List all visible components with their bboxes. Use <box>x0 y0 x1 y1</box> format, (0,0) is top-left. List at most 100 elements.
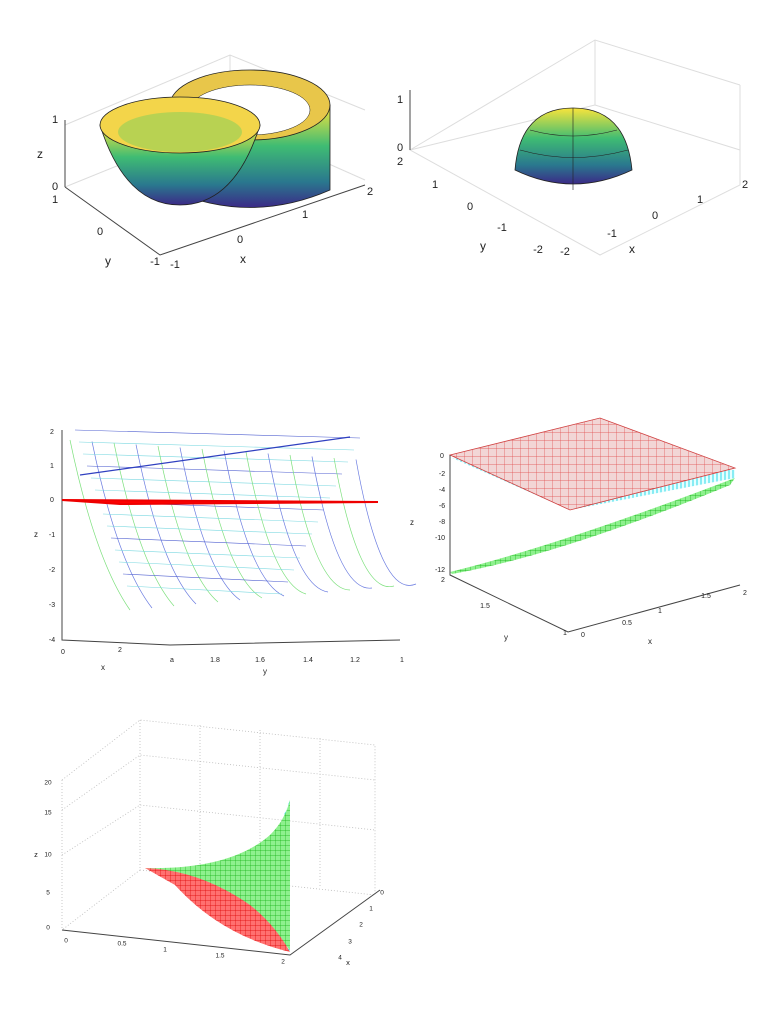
figure-2 <box>409 39 741 256</box>
wire-line <box>114 549 301 559</box>
tick-label: -2 <box>439 471 445 478</box>
tick-label: -2 <box>560 246 570 258</box>
tick-label: -6 <box>439 503 445 510</box>
tick-label: 1 <box>563 630 567 637</box>
wire-line <box>102 513 319 523</box>
wire-line <box>91 441 153 609</box>
tick-label: 0 <box>397 142 403 154</box>
wire-line <box>179 447 241 601</box>
tick-label: 2 <box>367 186 373 198</box>
tick-label: -1 <box>497 222 507 234</box>
box-grid <box>409 39 741 256</box>
axis-label: y <box>504 633 508 642</box>
zero-plane <box>61 499 379 506</box>
wire-line <box>82 453 349 463</box>
tick-label: -2 <box>49 567 55 574</box>
tick-label: 0 <box>581 632 585 639</box>
tick-label: 2 <box>441 577 445 584</box>
wire-line <box>118 561 295 571</box>
tick-label: 15 <box>44 810 52 817</box>
wire-line <box>86 465 343 475</box>
wire-line <box>113 442 175 607</box>
tick-label: 0 <box>52 181 58 193</box>
wire-line <box>90 477 337 487</box>
tick-label: 0 <box>61 649 65 656</box>
tick-label: 1 <box>52 114 58 126</box>
tick-label: 0 <box>237 234 243 246</box>
tick-label: 1 <box>369 906 373 913</box>
tick-label: 1.8 <box>210 657 220 664</box>
tick-label: -8 <box>439 519 445 526</box>
tick-label: 2 <box>742 179 748 191</box>
tick-label: 0.5 <box>622 620 632 627</box>
tick-label: -1 <box>170 259 180 271</box>
wire-line <box>126 585 283 595</box>
tick-label: -4 <box>439 487 445 494</box>
wire-line <box>333 457 395 588</box>
tick-label: 0.5 <box>117 941 126 948</box>
tick-label: 1.6 <box>255 657 265 664</box>
tick-label: 1 <box>697 194 703 206</box>
tick-label: 1.5 <box>215 953 224 960</box>
axis-label: x <box>629 242 635 256</box>
tick-label: 0 <box>467 201 473 213</box>
wire-line <box>69 439 131 611</box>
figure-3 <box>61 429 417 646</box>
axis-lines <box>64 120 366 256</box>
axis-label: x <box>346 958 350 967</box>
tick-label: 4 <box>338 955 342 962</box>
tick-label: 3 <box>348 939 352 946</box>
wire-line <box>223 450 285 597</box>
tick-label: 1 <box>50 463 54 470</box>
tick-label: 10 <box>44 852 52 859</box>
axis-lines <box>61 430 401 646</box>
tick-label: -12 <box>435 567 445 574</box>
figure-1 <box>64 54 366 256</box>
tick-label: 2 <box>359 922 363 929</box>
axis-label: z <box>34 850 38 859</box>
wire-line <box>78 441 355 451</box>
tick-label: 2 <box>397 156 403 168</box>
tick-label: 0 <box>380 890 384 897</box>
bowl-inner <box>118 112 242 152</box>
tick-label: 0 <box>97 226 103 238</box>
axis-label: z <box>410 518 414 527</box>
figure-5 <box>61 719 381 956</box>
tick-label: 1 <box>658 608 662 615</box>
tick-label: 0 <box>50 497 54 504</box>
axis-label: x <box>101 663 105 672</box>
tick-label: 1.2 <box>350 657 360 664</box>
tick-label: 1 <box>432 179 438 191</box>
wire-line <box>157 445 219 603</box>
tick-label: 1.4 <box>303 657 313 664</box>
tick-label: 1 <box>52 194 58 206</box>
axis-label: x <box>648 637 652 646</box>
wire-line <box>267 453 329 593</box>
tick-label: 2 <box>118 647 122 654</box>
tick-label: 1 <box>302 209 308 221</box>
wire-line <box>122 573 289 583</box>
axis-label: y <box>480 239 486 253</box>
tick-label: 1.5 <box>701 593 711 600</box>
tick-label: 0 <box>440 453 444 460</box>
dome-mesh <box>519 108 629 190</box>
wire-line <box>201 448 263 599</box>
axis-label: z <box>34 530 38 539</box>
tick-label: 5 <box>46 890 50 897</box>
tick-label: 2 <box>50 429 54 436</box>
tick-label: -4 <box>49 637 55 644</box>
wire-line <box>245 451 307 595</box>
axis-label: z <box>37 147 43 161</box>
tick-label: 0 <box>46 925 50 932</box>
tick-label: -2 <box>533 244 543 256</box>
wire-line <box>311 456 373 589</box>
tick-label: 1 <box>397 94 403 106</box>
tick-label: 1 <box>163 947 167 954</box>
wire-line <box>79 436 351 476</box>
figure-4 <box>448 417 741 633</box>
tick-label: 0 <box>64 938 68 945</box>
tick-label: a <box>170 657 174 664</box>
wire-line <box>110 537 307 547</box>
axis-label: y <box>105 254 111 268</box>
